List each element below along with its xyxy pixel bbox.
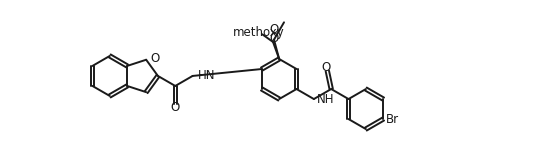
Text: HN: HN — [198, 69, 216, 82]
Text: Br: Br — [386, 112, 399, 126]
Text: NH: NH — [317, 93, 334, 106]
Text: O: O — [269, 32, 278, 45]
Text: O: O — [269, 23, 278, 36]
Text: O: O — [150, 52, 159, 65]
Text: O: O — [321, 61, 330, 74]
Text: O: O — [171, 101, 180, 114]
Text: methoxy: methoxy — [232, 26, 284, 39]
